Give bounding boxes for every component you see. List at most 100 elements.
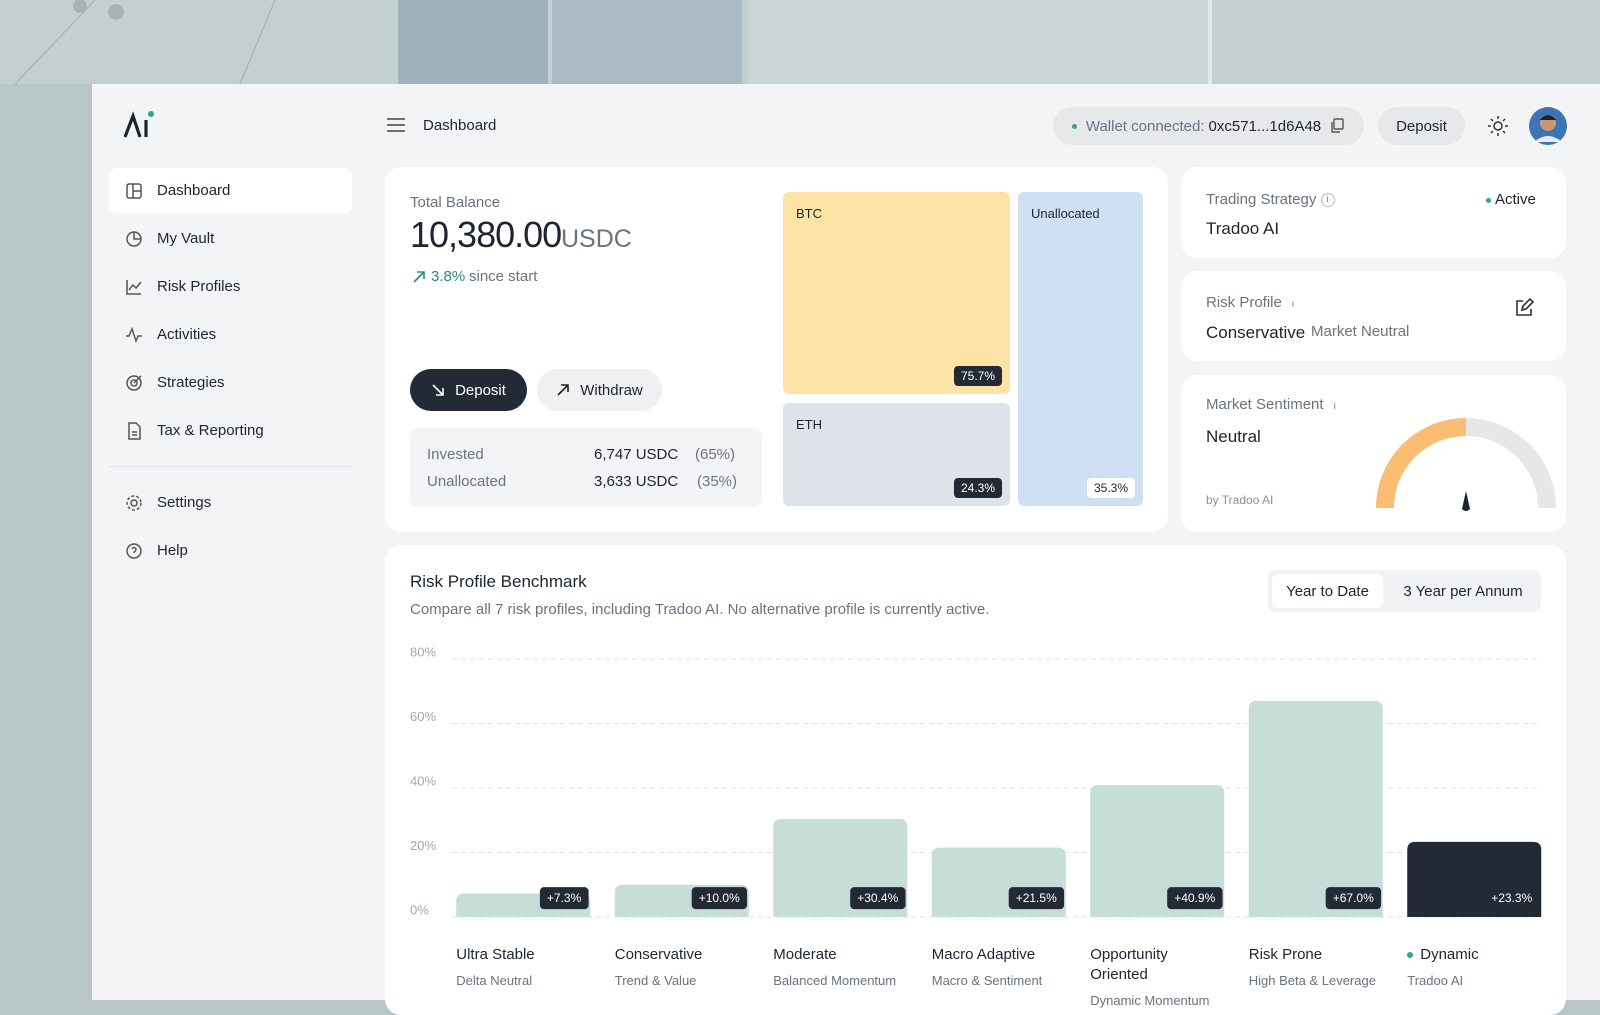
y-tick-label: 40% <box>410 773 436 788</box>
tile-label: BTC <box>796 206 822 221</box>
withdraw-button[interactable]: Withdraw <box>537 369 662 411</box>
card-value: Conservative <box>1206 323 1306 342</box>
allocation-summary: Invested 6,747 USDC (65%) Unallocated 3,… <box>410 428 762 507</box>
allocation-tile: BTC 75.7% <box>783 192 1010 394</box>
card-detail: Market Neutral <box>1311 323 1410 340</box>
category-label: Conservative <box>614 946 703 963</box>
bar <box>1248 700 1383 917</box>
chart-subtitle: Compare all 7 risk profiles, including T… <box>410 601 990 618</box>
category-sublabel: Trend & Value <box>614 973 697 988</box>
balance-change: 3.8% <box>431 268 466 285</box>
value-label: +21.5% <box>1016 891 1057 905</box>
period-option[interactable]: 3 Year per Annum <box>1389 574 1537 608</box>
card-label: Risk Profile i <box>1206 294 1295 311</box>
period-option[interactable]: Year to Date <box>1272 574 1383 608</box>
nav-label: Settings <box>157 494 212 511</box>
edit-button[interactable] <box>1514 298 1534 318</box>
benchmark-card: Risk Profile Benchmark Compare all 7 ris… <box>385 545 1566 1015</box>
balance-amount: 10,380.00 <box>410 214 562 255</box>
category: Conservative Trend & Value <box>615 945 749 989</box>
category-sublabel: Dynamic Momentum <box>1090 993 1210 1008</box>
value-label-bg <box>539 887 589 910</box>
nav-item[interactable]: Strategies <box>109 360 352 405</box>
wallet-pill[interactable]: Wallet connected: 0xc571...1d6A48 <box>1053 107 1364 145</box>
tile-share: 35.3% <box>1086 478 1135 498</box>
backdrop <box>0 0 1600 84</box>
nav-item[interactable]: Settings <box>109 480 352 525</box>
button-label: Deposit <box>1396 117 1447 135</box>
value-label: +40.9% <box>1174 891 1215 905</box>
balance-change-note: since start <box>469 268 538 285</box>
active-dot <box>1407 952 1414 959</box>
category: Macro Adaptive Macro & Sentiment <box>932 945 1066 989</box>
page-title: Dashboard <box>423 117 497 134</box>
value-label-bg <box>691 887 748 910</box>
allocation-tile: Unallocated 35.3% <box>1018 192 1143 506</box>
wallet-label: Wallet connected: <box>1085 117 1205 135</box>
menu-button[interactable] <box>386 117 406 133</box>
nav-item[interactable]: Dashboard <box>109 168 352 213</box>
value-label: +67.0% <box>1333 891 1374 905</box>
theme-toggle[interactable] <box>1487 115 1509 137</box>
wallet-address: 0xc571...1d6A48 <box>1208 117 1322 135</box>
card-source: by Tradoo AI <box>1206 493 1274 507</box>
sentiment-card: Market Sentiment i Neutral by Tradoo AI <box>1181 375 1566 532</box>
category: Moderate Balanced Momentum <box>773 945 907 989</box>
deposit-button[interactable]: Deposit <box>410 369 527 411</box>
value-label-bg <box>1008 887 1065 910</box>
chart-title: Risk Profile Benchmark <box>410 572 587 591</box>
value-label-bg <box>1167 887 1223 910</box>
status: Active <box>1486 191 1536 208</box>
nav-item[interactable]: Risk Profiles <box>109 264 352 309</box>
value-label: +23.3% <box>1491 891 1532 905</box>
logo <box>123 111 154 138</box>
nav-item[interactable]: Help <box>109 528 352 573</box>
button-label: Withdraw <box>580 381 643 399</box>
y-tick-label: 0% <box>410 902 429 917</box>
value-label-bg <box>1325 887 1382 910</box>
nav-label: Activities <box>157 326 217 343</box>
category-sublabel: Tradoo AI <box>1407 973 1464 988</box>
balance-label: Total Balance <box>410 194 501 211</box>
label-text: Risk Profile <box>1206 294 1282 311</box>
value-label: +10.0% <box>699 891 740 905</box>
divider <box>109 466 352 467</box>
avatar[interactable] <box>1528 106 1568 146</box>
tile-share: 24.3% <box>953 478 1002 498</box>
bar-chart: 0% 20% 40% 60% 80% +7.3% +10.0% +30.4% +21.5% +40… <box>410 644 1542 918</box>
row-share: (35%) <box>697 473 738 490</box>
nav-label: My Vault <box>157 230 215 247</box>
nav-item[interactable]: Activities <box>109 312 352 357</box>
row-label: Invested <box>427 446 484 463</box>
nav-item[interactable]: Tax & Reporting <box>109 408 352 453</box>
option-label: Year to Date <box>1286 582 1369 600</box>
sentiment-gauge <box>1376 418 1556 511</box>
nav-item[interactable]: My Vault <box>109 216 352 261</box>
row-share: (65%) <box>695 446 736 463</box>
status-dot <box>1071 123 1077 129</box>
value-label-bg <box>850 887 906 910</box>
category-sublabel: Delta Neutral <box>456 973 533 988</box>
value-label: +30.4% <box>857 891 898 905</box>
nav-label: Strategies <box>157 374 225 391</box>
label-text: Trading Strategy <box>1206 191 1317 208</box>
category-label: Macro Adaptive <box>931 946 1036 963</box>
nav-label: Dashboard <box>157 182 231 199</box>
strategy-card: Trading Strategy i Active Tradoo AI <box>1181 167 1566 258</box>
balance-card: Total Balance 10,380.00 USDC 3.8% since … <box>385 167 1168 532</box>
card-value: Neutral <box>1206 427 1261 446</box>
category: Opportunity Oriented Dynamic Momentum <box>1090 945 1224 1009</box>
category-label: Moderate <box>773 946 837 963</box>
deposit-button[interactable]: Deposit <box>1378 107 1465 145</box>
category-sublabel: Macro & Sentiment <box>931 973 1043 988</box>
category-label: Ultra Stable <box>456 946 535 963</box>
row-amount: 3,633 USDC <box>594 473 679 490</box>
period-toggle: Year to Date 3 Year per Annum <box>1268 570 1541 612</box>
card-label: Market Sentiment i <box>1206 396 1336 413</box>
value-label: +7.3% <box>547 891 582 905</box>
row-amount: 6,747 USDC <box>594 446 679 463</box>
row-label: Unallocated <box>427 473 507 490</box>
category-sublabel: Balanced Momentum <box>773 973 897 988</box>
card-value: Tradoo AI <box>1206 219 1280 238</box>
